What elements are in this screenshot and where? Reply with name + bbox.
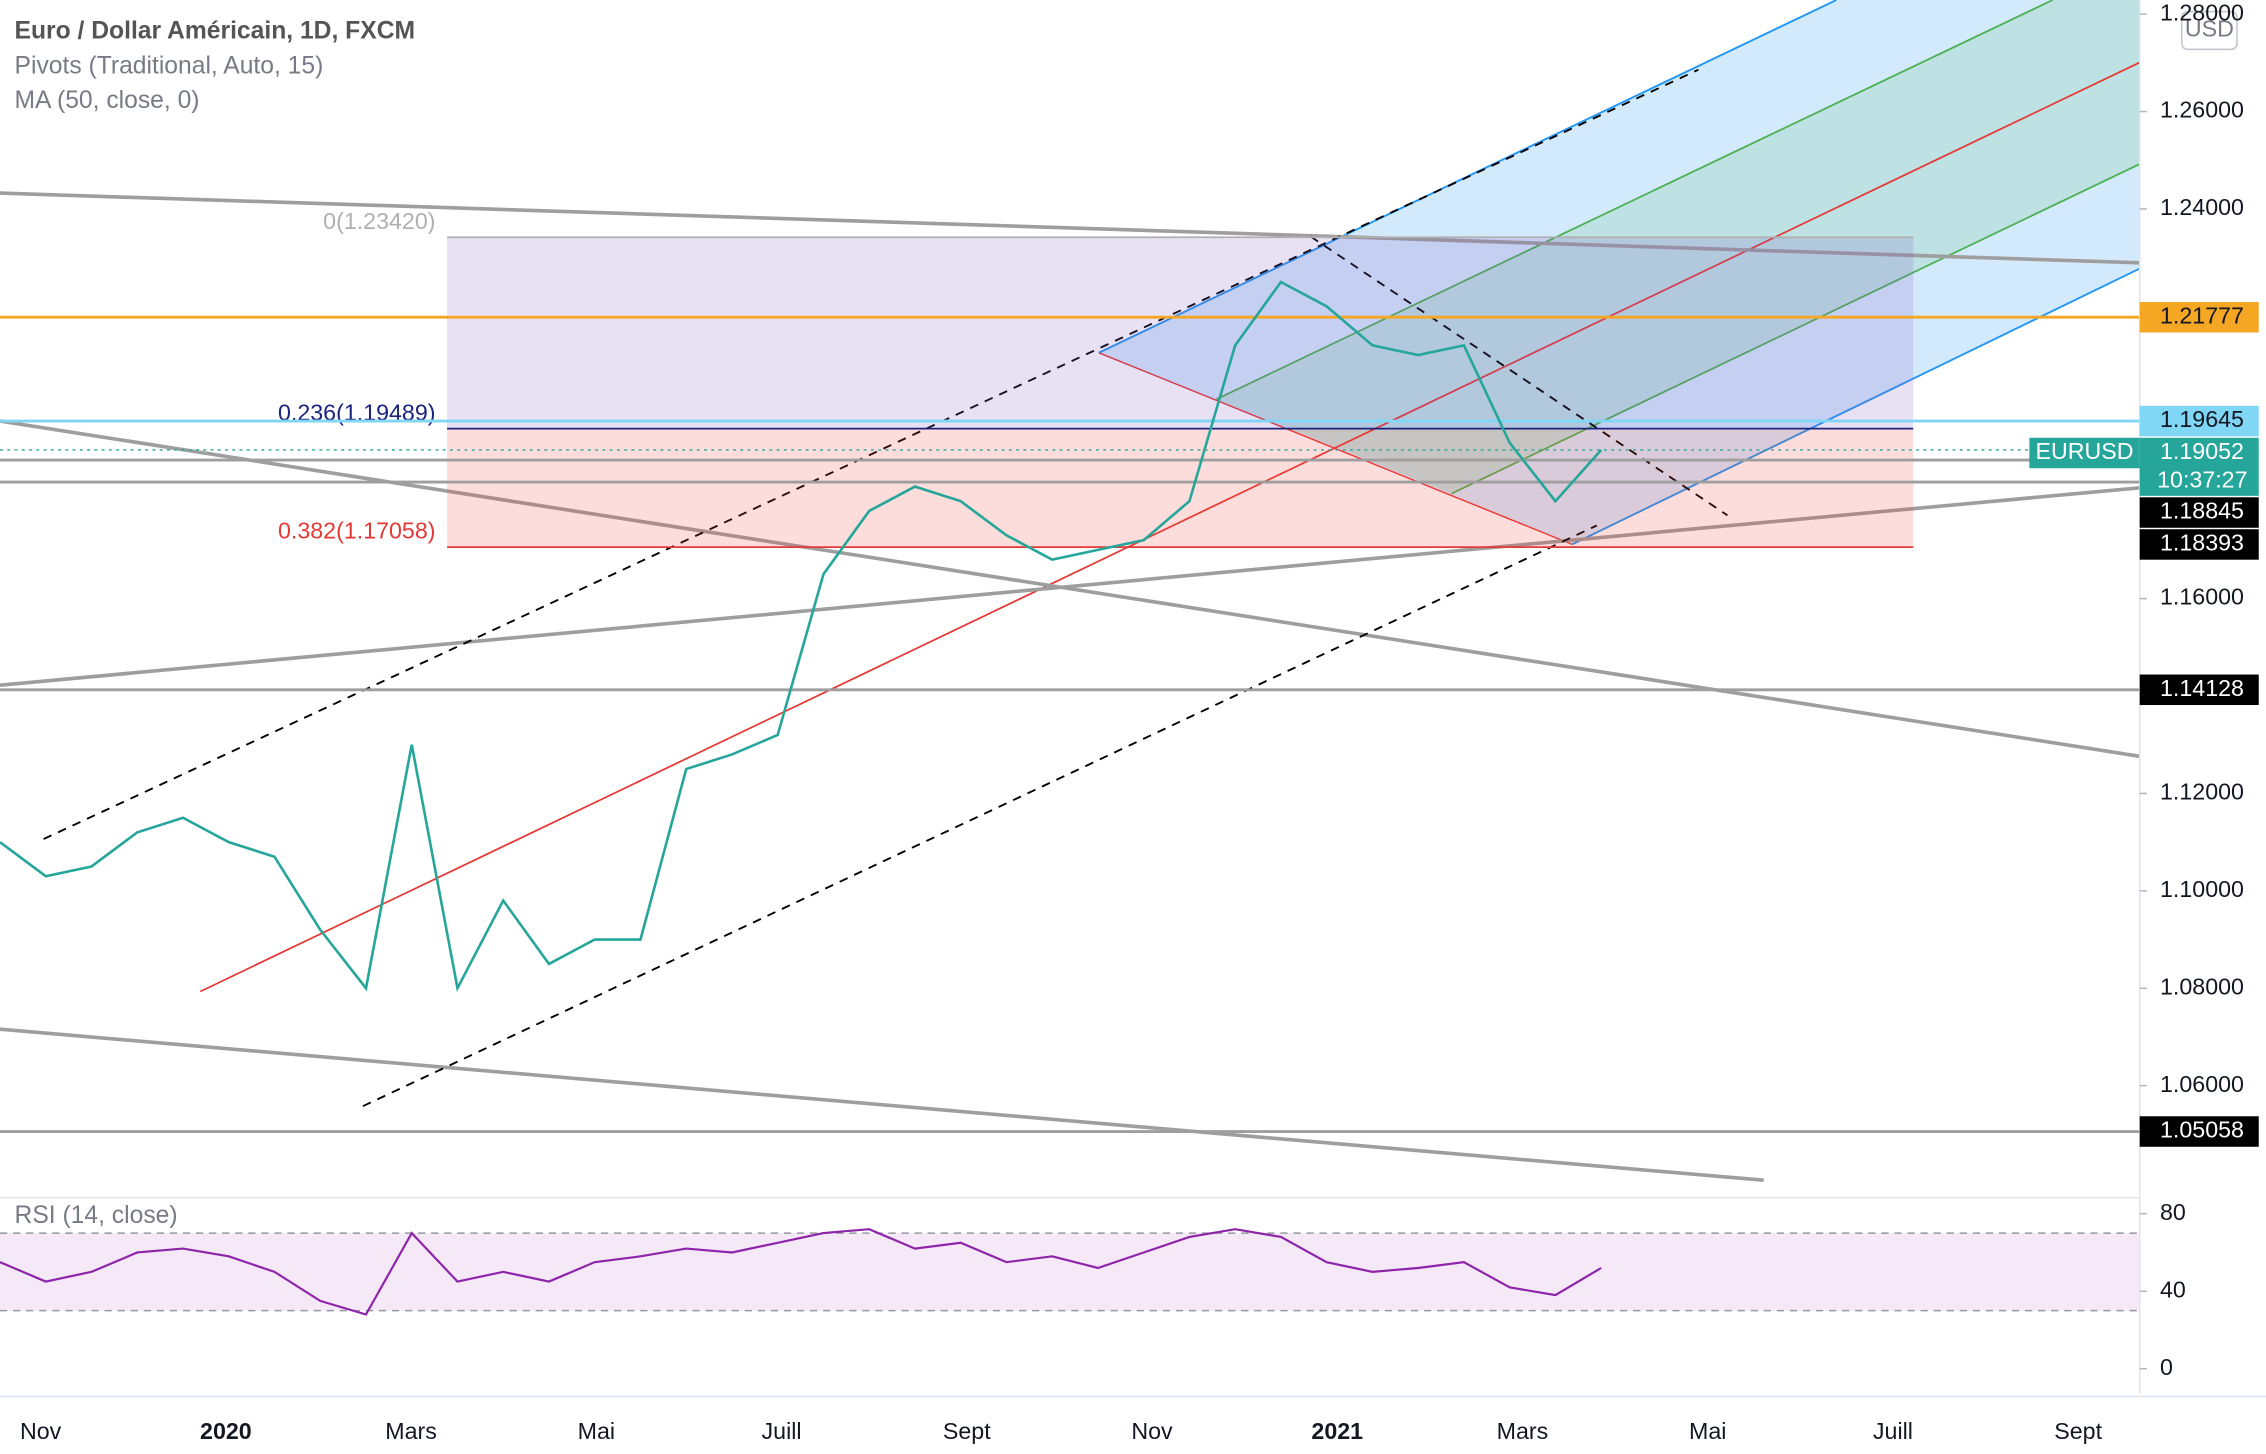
pitchfork-median: [199, 61, 2141, 993]
y-tick-label: 1.10000: [2160, 876, 2244, 902]
channel-line: [1310, 235, 1728, 517]
y-tick-label: 1.24000: [2160, 194, 2244, 220]
channel-line: [43, 68, 1699, 840]
trendline: [0, 191, 2140, 265]
pitchfork-zone: [1098, 0, 2140, 545]
x-tick-label: Mars: [1497, 1418, 1549, 1444]
y-tick-label: 1.26000: [2160, 97, 2244, 123]
price-label: 1.19052: [2160, 438, 2244, 464]
rsi-tick-label: 80: [2160, 1199, 2186, 1225]
x-tick-label: Nov: [20, 1418, 62, 1444]
price-label: 1.18393: [2160, 530, 2244, 556]
rsi-tick-label: 40: [2160, 1276, 2186, 1302]
price-label-box: [2139, 437, 2259, 496]
countdown: 10:37:27: [2157, 466, 2247, 492]
price-label: 1.18845: [2160, 498, 2244, 524]
currency-button[interactable]: [2181, 10, 2238, 51]
fib-label: 0.382(1.17058): [278, 518, 435, 544]
price-label-box: [2139, 1116, 2259, 1147]
pitchfork-lower: [1571, 267, 2141, 546]
rsi-line: [0, 1228, 1602, 1316]
x-tick-label: Sept: [943, 1418, 991, 1444]
pitchfork-inner: [1451, 163, 2141, 495]
x-tick-label: Nov: [1131, 1418, 1173, 1444]
pitchfork-base: [1098, 352, 1573, 546]
trendline: [0, 419, 2140, 759]
rsi-band: [0, 1233, 2140, 1311]
price-label: 1.21777: [2160, 302, 2244, 328]
fib-label: 0(1.23420): [323, 208, 435, 234]
price-label-box: [2139, 301, 2259, 333]
price-line: [0, 280, 1603, 993]
indicator-label: Pivots (Traditional, Auto, 15): [15, 52, 324, 79]
price-label-box: [2139, 674, 2259, 706]
price-label-box: [2139, 405, 2259, 437]
x-tick-label: Mars: [385, 1418, 437, 1444]
fib-zone: [447, 428, 1914, 548]
symbol-box: [2029, 437, 2140, 469]
price-label-box: [2139, 497, 2259, 528]
price-label-box: [2139, 529, 2259, 560]
channel-line: [362, 524, 1598, 1108]
price-label: 1.05058: [2160, 1117, 2244, 1143]
currency-label: USD: [2185, 16, 2234, 42]
y-tick-label: 1.28000: [2160, 0, 2244, 25]
rsi-title: RSI (14, close): [15, 1202, 178, 1229]
rsi-tick-label: 0: [2160, 1354, 2173, 1380]
price-label: 1.19645: [2160, 406, 2244, 432]
symbol-label: EURUSD: [2036, 438, 2134, 464]
trendline: [0, 1027, 1764, 1183]
x-tick-label: 2021: [1311, 1418, 1363, 1444]
x-tick-label: Juill: [1873, 1418, 1913, 1444]
x-tick-label: Mai: [578, 1418, 615, 1444]
price-label: 1.14128: [2160, 675, 2244, 701]
x-tick-label: Mai: [1689, 1418, 1726, 1444]
y-tick-label: 1.16000: [2160, 584, 2244, 610]
fib-zone: [447, 237, 1914, 429]
y-tick-label: 1.06000: [2160, 1071, 2244, 1097]
symbol-title: Euro / Dollar Américain, 1D, FXCM: [15, 17, 416, 44]
y-tick-label: 1.12000: [2160, 779, 2244, 805]
plot: 0(1.23420)0.236(1.19489)0.382(1.17058): [0, 208, 2140, 1316]
drawings: [0, 0, 2141, 1183]
trendline: [0, 485, 2140, 687]
y-tick-label: 1.08000: [2160, 973, 2244, 999]
x-tick-label: Juill: [762, 1418, 802, 1444]
indicator-label: MA (50, close, 0): [15, 87, 200, 114]
x-tick-label: Sept: [2054, 1418, 2102, 1444]
x-tick-label: 2020: [200, 1418, 252, 1444]
